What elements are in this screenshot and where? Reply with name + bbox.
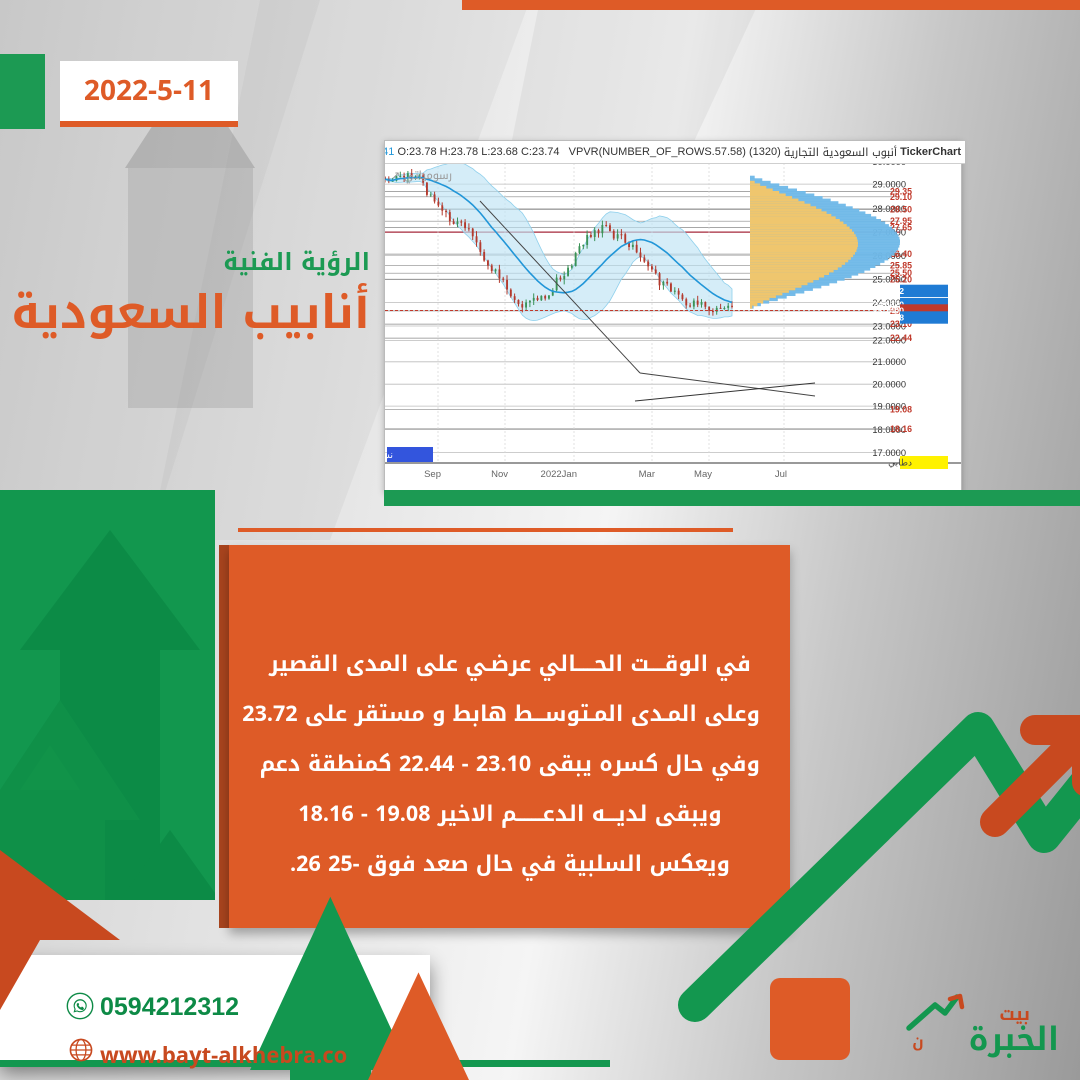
- svg-text:نشر ✎: نشر ✎: [385, 450, 393, 461]
- svg-text:28.50: 28.50: [890, 205, 912, 215]
- svg-text:2022Jan: 2022Jan: [541, 469, 577, 480]
- svg-text:29.10: 29.10: [890, 192, 912, 202]
- svg-text:20.0000: 20.0000: [872, 380, 906, 390]
- svg-text:Mar: Mar: [639, 469, 655, 480]
- svg-text:Jul: Jul: [775, 469, 787, 480]
- svg-text:22.44: 22.44: [890, 333, 912, 343]
- svg-text:Nov: Nov: [491, 469, 508, 480]
- svg-text:May: May: [694, 469, 712, 480]
- svg-text:Sep: Sep: [424, 469, 441, 480]
- svg-text:21.0000: 21.0000: [872, 357, 906, 367]
- svg-text:24.6652: 24.6652: [873, 286, 904, 296]
- svg-text:19.08: 19.08: [890, 404, 912, 414]
- svg-text:18.16: 18.16: [890, 424, 912, 434]
- svg-text:23.4088: 23.4088: [873, 313, 904, 323]
- svg-text:25.20: 25.20: [890, 275, 912, 285]
- svg-text:دطابي: دطابي: [888, 458, 912, 468]
